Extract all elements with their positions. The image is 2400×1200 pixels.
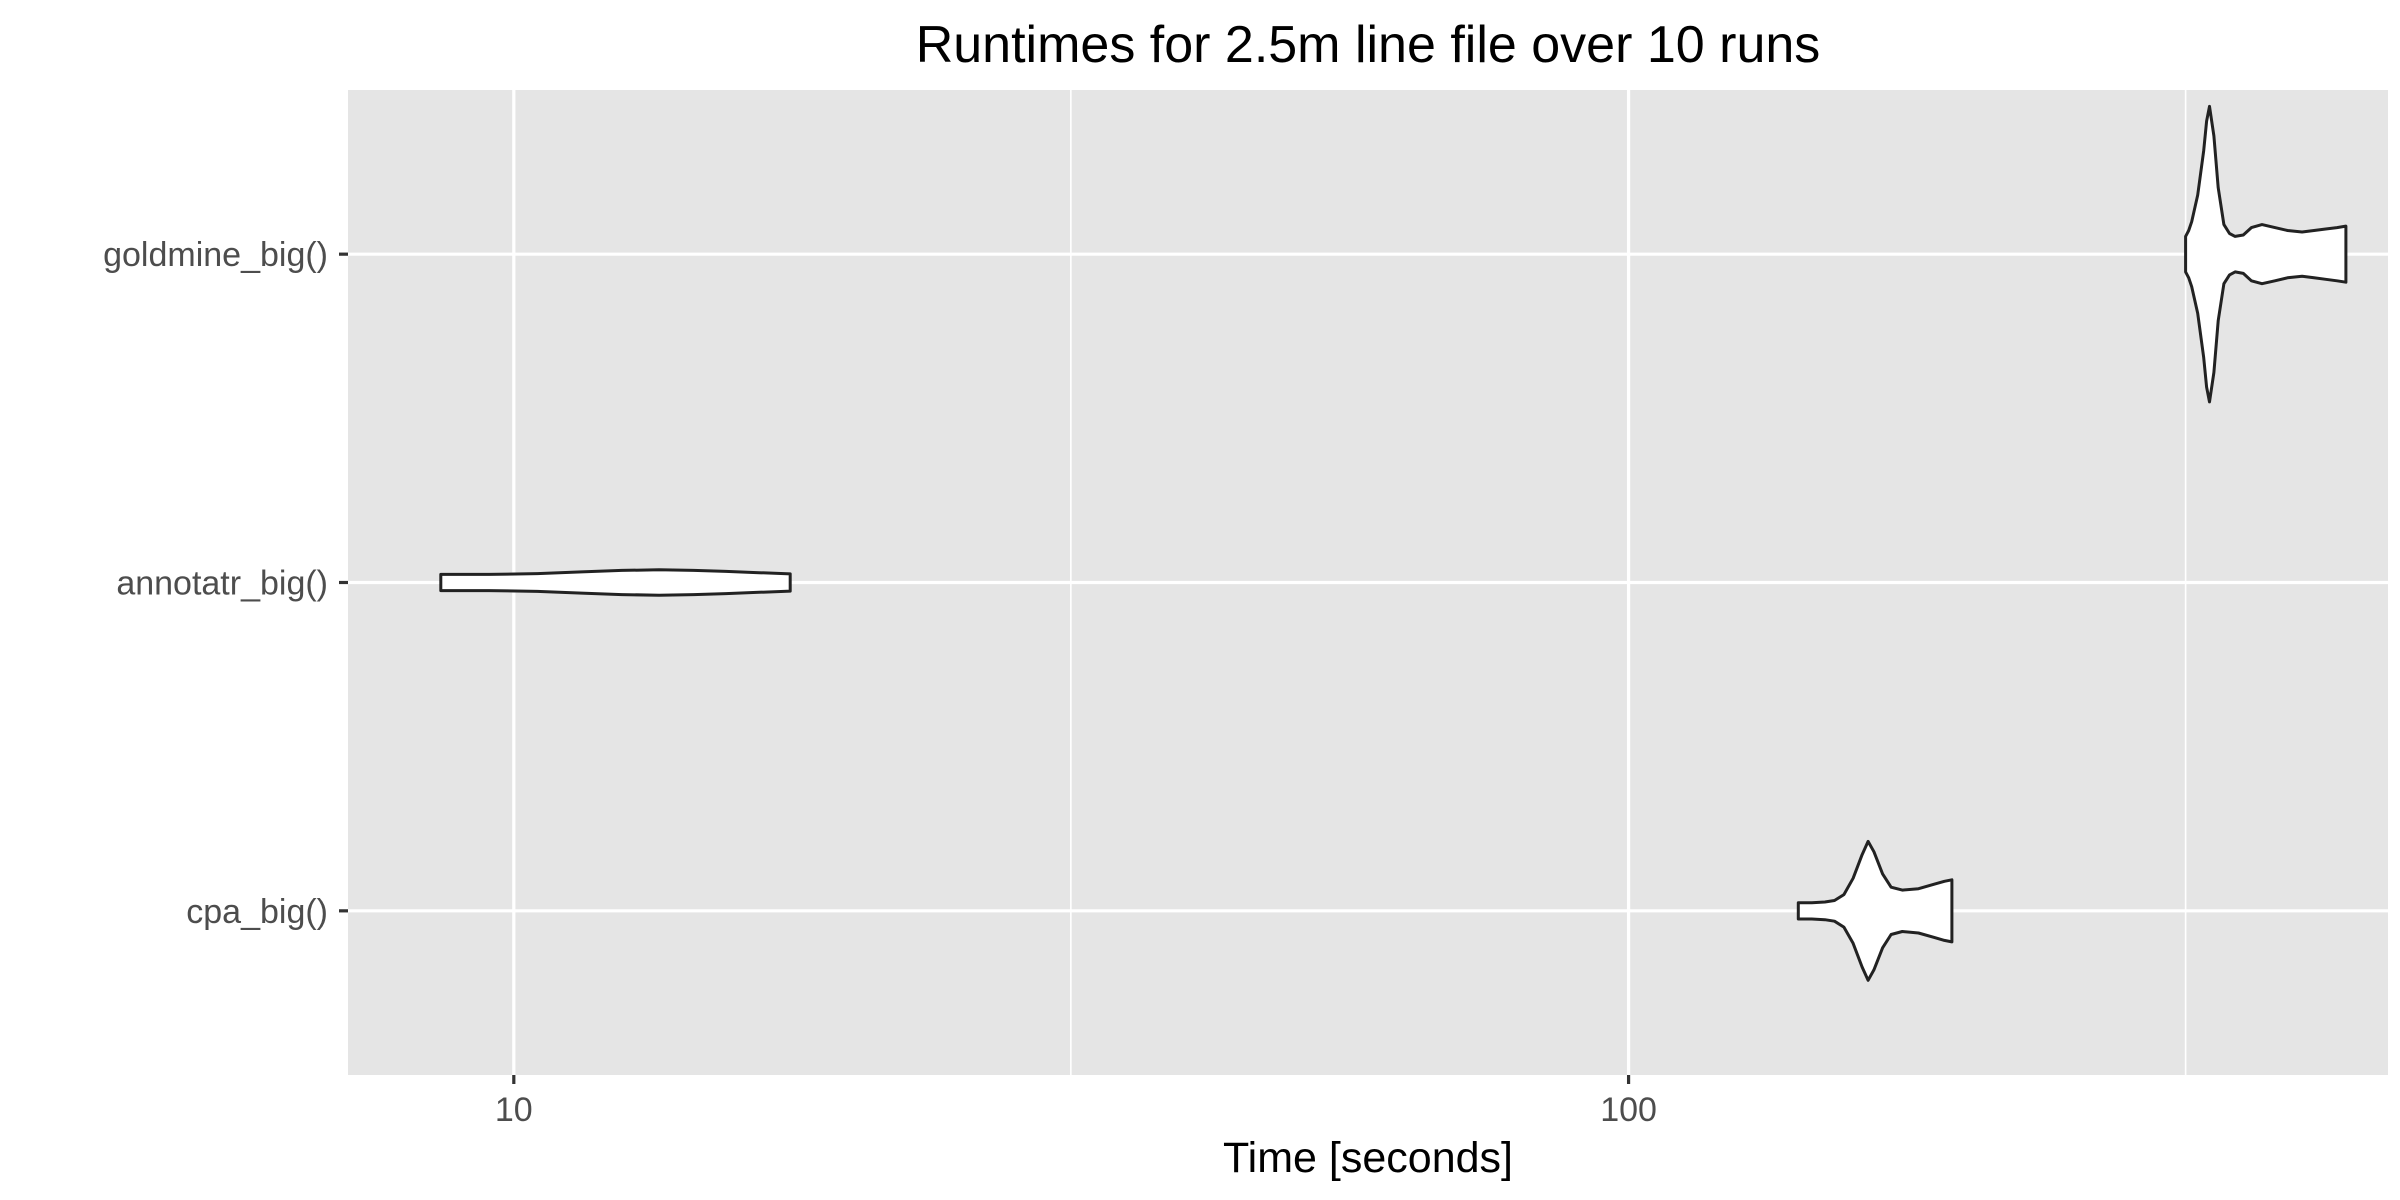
- chart-title: Runtimes for 2.5m line file over 10 runs: [916, 16, 1821, 74]
- x-tick-label-0: 10: [495, 1091, 533, 1129]
- violin-goldmine-big: [2184, 104, 2348, 404]
- y-tick-label-2: cpa_big(): [186, 893, 328, 931]
- y-axis: goldmine_big() annotatr_big() cpa_big(): [103, 236, 348, 931]
- x-axis: 10 100: [495, 1075, 1657, 1129]
- y-tick-label-1: annotatr_big(): [116, 565, 328, 603]
- violins: [439, 104, 2348, 982]
- violin-cpa-big: [1796, 839, 1954, 982]
- x-axis-title: Time [seconds]: [1223, 1134, 1513, 1182]
- violin-annotatr-big: [439, 568, 792, 597]
- x-tick-label-1: 100: [1600, 1091, 1657, 1129]
- y-tick-label-0: goldmine_big(): [103, 236, 328, 274]
